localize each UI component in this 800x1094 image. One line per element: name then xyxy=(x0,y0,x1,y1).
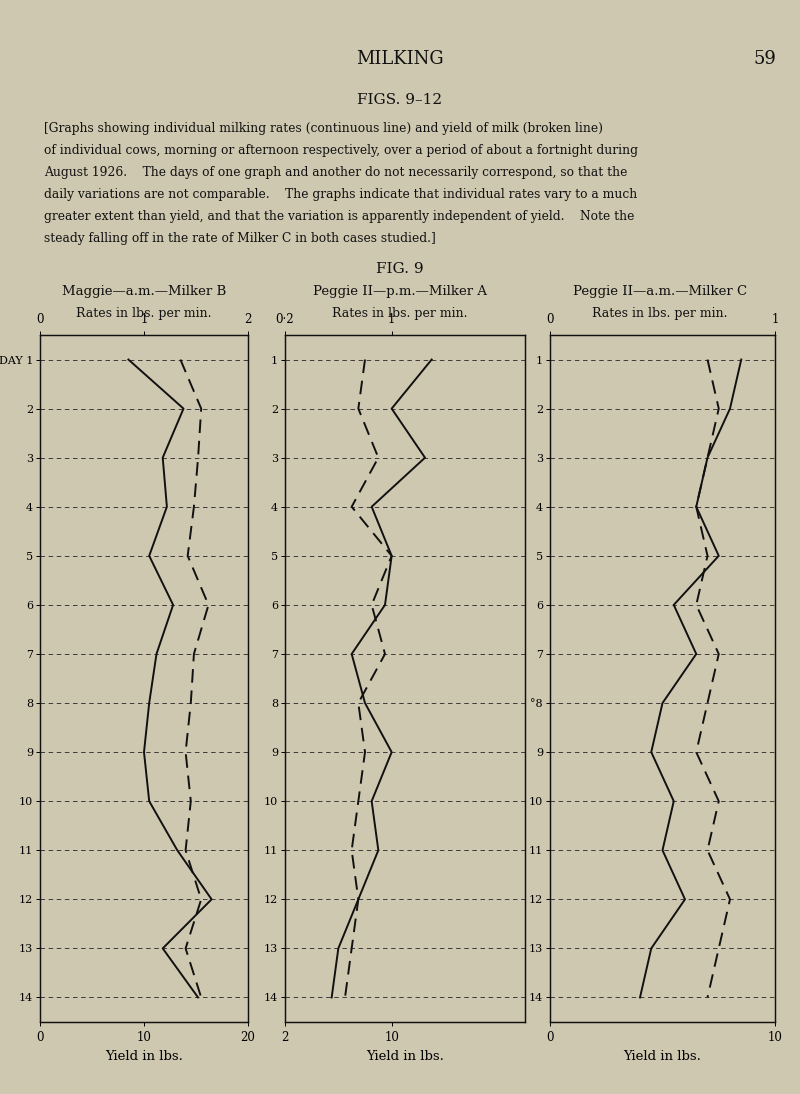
Text: FIGS. 9–12: FIGS. 9–12 xyxy=(358,93,442,107)
X-axis label: Yield in lbs.: Yield in lbs. xyxy=(623,1049,702,1062)
Text: greater extent than yield, and that the variation is apparently independent of y: greater extent than yield, and that the … xyxy=(44,210,634,223)
Text: Rates in lbs. per min.: Rates in lbs. per min. xyxy=(76,307,212,321)
Text: August 1926.    The days of one graph and another do not necessarily correspond,: August 1926. The days of one graph and a… xyxy=(44,166,627,179)
Text: Rates in lbs. per min.: Rates in lbs. per min. xyxy=(592,307,728,321)
Text: 59: 59 xyxy=(753,50,776,68)
Text: Rates in lbs. per min.: Rates in lbs. per min. xyxy=(332,307,468,321)
X-axis label: Yield in lbs.: Yield in lbs. xyxy=(105,1049,183,1062)
Text: of individual cows, morning or afternoon respectively, over a period of about a : of individual cows, morning or afternoon… xyxy=(44,144,638,158)
Text: Peggie II—p.m.—Milker A: Peggie II—p.m.—Milker A xyxy=(313,286,487,298)
Text: Maggie—a.m.—Milker B: Maggie—a.m.—Milker B xyxy=(62,286,226,298)
Text: Peggie II—a.m.—Milker C: Peggie II—a.m.—Milker C xyxy=(573,286,747,298)
Text: steady falling off in the rate of Milker C in both cases studied.]: steady falling off in the rate of Milker… xyxy=(44,232,436,245)
X-axis label: Yield in lbs.: Yield in lbs. xyxy=(366,1049,444,1062)
Text: MILKING: MILKING xyxy=(356,50,444,68)
Text: FIG. 9: FIG. 9 xyxy=(376,261,424,276)
Text: daily variations are not comparable.    The graphs indicate that individual rate: daily variations are not comparable. The… xyxy=(44,188,638,201)
Text: [Graphs showing individual milking rates (continuous line) and yield of milk (br: [Graphs showing individual milking rates… xyxy=(44,123,603,135)
